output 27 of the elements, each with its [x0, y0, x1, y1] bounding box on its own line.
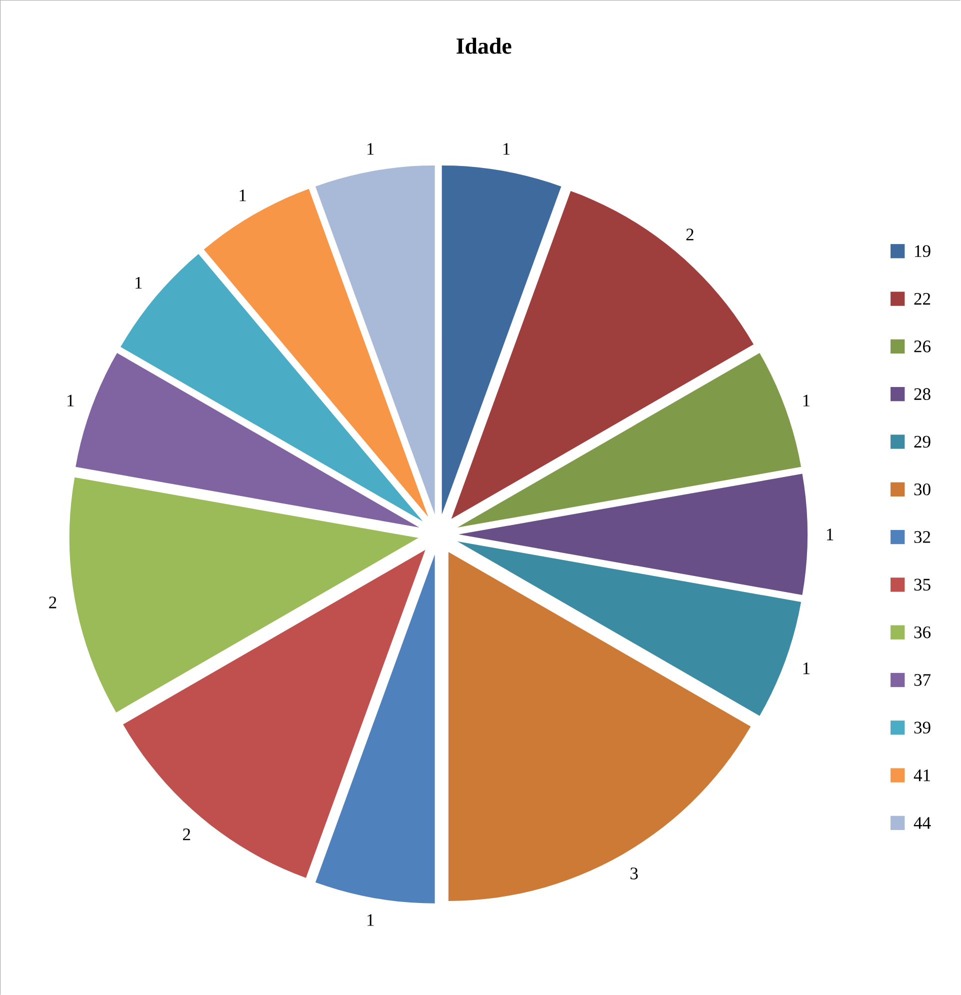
data-label: 1	[827, 528, 834, 540]
data-label: 2	[183, 828, 190, 840]
data-label: 1	[368, 143, 374, 155]
legend-label: 30	[914, 483, 931, 496]
legend-label: 28	[914, 388, 931, 400]
legend-label: 41	[914, 770, 930, 782]
data-label: 1	[804, 662, 810, 674]
data-label: 2	[49, 596, 56, 608]
data-label: 2	[686, 228, 694, 240]
legend-label: 36	[914, 626, 931, 638]
legend-label: 32	[914, 531, 930, 543]
data-label: 1	[504, 143, 510, 155]
data-label: 1	[68, 394, 74, 406]
data-label: 1	[804, 394, 810, 406]
legend-label: 44	[914, 817, 931, 829]
data-label: 3	[630, 868, 638, 880]
legend-label: 26	[914, 340, 931, 352]
legend-label: 19	[915, 245, 931, 258]
data-label: 1	[240, 190, 246, 202]
legend-label: 35	[914, 578, 931, 591]
legend-label: 22	[914, 292, 930, 305]
legend-label: 37	[914, 674, 931, 686]
data-label: 1	[136, 276, 142, 289]
legend-label: 39	[914, 722, 931, 734]
data-label: 1	[368, 914, 374, 926]
legend-label: 29	[914, 436, 931, 448]
chart-title: Idade	[456, 38, 512, 54]
